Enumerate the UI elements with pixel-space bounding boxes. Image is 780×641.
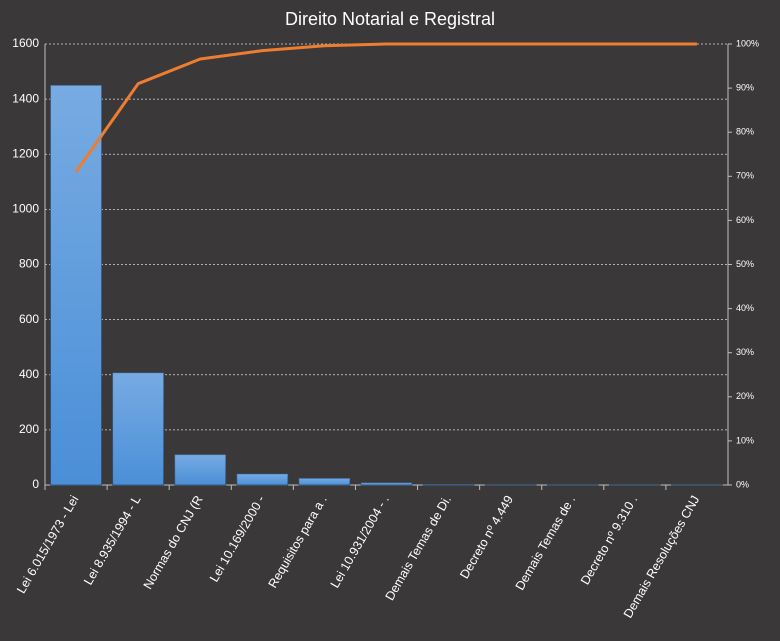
y-tick-label: 1000 [12, 202, 39, 216]
cumulative-line [74, 42, 697, 173]
x-tick-label: Lei 10.169/2000 - [207, 493, 268, 584]
y-tick-label: 200 [19, 422, 39, 436]
bar-shine [298, 478, 350, 485]
chart-title: Direito Notarial e Registral [285, 9, 495, 29]
y2-tick-label: 100% [736, 38, 759, 48]
x-tick-label: Decreto nº 9.310 . [578, 493, 640, 587]
y2-tick-label: 20% [736, 391, 754, 401]
y-tick-label: 1200 [12, 146, 39, 160]
x-tick-label: Normas do CNJ (R [141, 493, 206, 591]
y2-tick-label: 10% [736, 435, 754, 445]
y-tick-label: 800 [19, 257, 39, 271]
y-tick-label: 1400 [12, 91, 39, 105]
x-tick-label: Demais Temas de . [513, 493, 579, 592]
y2-tick-label: 80% [736, 127, 754, 137]
y-tick-label: 0 [32, 477, 39, 491]
bar-shine [112, 372, 164, 485]
y-tick-label: 600 [19, 312, 39, 326]
bar-shine [236, 473, 288, 485]
bar-shine [361, 482, 412, 485]
y2-tick-label: 0% [736, 479, 749, 489]
y-tick-label: 1600 [12, 36, 39, 50]
y2-tick-label: 70% [736, 171, 754, 181]
x-tick-label: Lei 10.931/2004 - . [328, 493, 392, 590]
y2-tick-label: 50% [736, 259, 754, 269]
x-tick-label: Demais Temas de Di. [383, 493, 454, 603]
bar-shine [50, 85, 102, 485]
y2-tick-label: 60% [736, 215, 754, 225]
y2-tick-label: 90% [736, 82, 754, 92]
x-tick-label: Requisitos para a . [266, 493, 330, 590]
x-tick-label: Lei 8.935/1994 - L [81, 493, 144, 587]
bar-shine [423, 484, 475, 485]
x-tick-label: Lei 6.015/1973 - Lei [14, 493, 81, 596]
x-tick-label: Decreto nº 4.449 [457, 493, 516, 581]
y-tick-label: 400 [19, 367, 39, 381]
y2-tick-label: 30% [736, 347, 754, 357]
bar-shine [174, 454, 226, 485]
y2-tick-label: 40% [736, 303, 754, 313]
